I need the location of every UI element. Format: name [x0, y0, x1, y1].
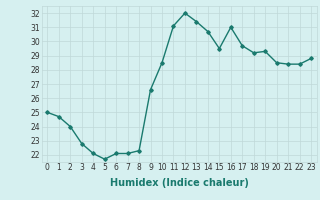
X-axis label: Humidex (Indice chaleur): Humidex (Indice chaleur): [110, 178, 249, 188]
